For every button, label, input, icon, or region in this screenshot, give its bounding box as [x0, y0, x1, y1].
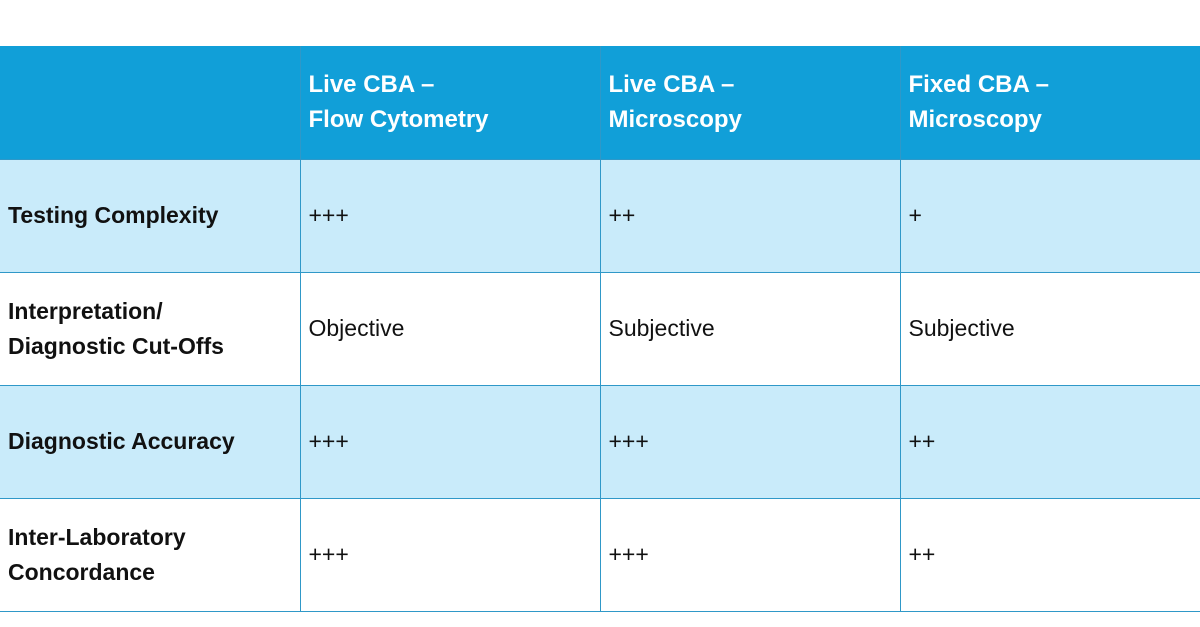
table-cell: ++	[599, 158, 901, 273]
table-row-interpretation: Interpretation/ Diagnostic Cut-Offs Obje…	[0, 271, 1200, 386]
row-label-cell: Diagnostic Accuracy	[0, 384, 301, 499]
table-cell: Objective	[299, 271, 601, 386]
row-label-line1: Inter-Laboratory	[8, 523, 186, 550]
header-fixed-cba-microscopy: Fixed CBA – Microscopy	[899, 46, 1200, 160]
table-body: Testing Complexity +++ ++ + Interpretati…	[0, 158, 1200, 612]
table-row-diagnostic-accuracy: Diagnostic Accuracy +++ +++ ++	[0, 384, 1200, 499]
header-live-cba-flow-cytometry: Live CBA – Flow Cytometry	[299, 46, 601, 160]
row-label-line2: Diagnostic Cut-Offs	[8, 332, 224, 359]
row-label-cell: Interpretation/ Diagnostic Cut-Offs	[0, 271, 301, 386]
comparison-table: Live CBA – Flow Cytometry Live CBA – Mic…	[0, 46, 1200, 612]
row-label-line1: Interpretation/	[8, 297, 163, 324]
table-cell: +++	[299, 384, 601, 499]
header-label-line2: Flow Cytometry	[308, 106, 489, 134]
table-cell: +++	[599, 497, 901, 612]
table-cell: +++	[299, 497, 601, 612]
header-label-line1: Fixed CBA –	[908, 71, 1049, 99]
table-cell: +++	[599, 384, 901, 499]
header-row: Live CBA – Flow Cytometry Live CBA – Mic…	[0, 46, 1200, 160]
header-corner-cell	[0, 46, 301, 160]
row-label-line1: Testing Complexity	[8, 202, 219, 228]
table-row-testing-complexity: Testing Complexity +++ ++ +	[0, 158, 1200, 273]
table-header: Live CBA – Flow Cytometry Live CBA – Mic…	[0, 46, 1200, 160]
table-cell: Subjective	[899, 271, 1200, 386]
header-label-line2: Microscopy	[608, 106, 742, 134]
header-live-cba-microscopy: Live CBA – Microscopy	[599, 46, 901, 160]
table-cell: +	[899, 158, 1200, 273]
table-cell: ++	[899, 384, 1200, 499]
header-label-line1: Live CBA –	[608, 71, 735, 99]
row-label-cell: Inter-Laboratory Concordance	[0, 497, 301, 612]
row-label-line2: Concordance	[8, 558, 155, 585]
header-label-line1: Live CBA –	[308, 71, 435, 99]
header-label-line2: Microscopy	[908, 106, 1042, 134]
table-row-inter-laboratory-concordance: Inter-Laboratory Concordance +++ +++ ++	[0, 497, 1200, 612]
table-cell: Subjective	[599, 271, 901, 386]
row-label-line1: Diagnostic Accuracy	[8, 428, 235, 454]
table-cell: ++	[899, 497, 1200, 612]
table-cell: +++	[299, 158, 601, 273]
row-label-cell: Testing Complexity	[0, 158, 301, 273]
